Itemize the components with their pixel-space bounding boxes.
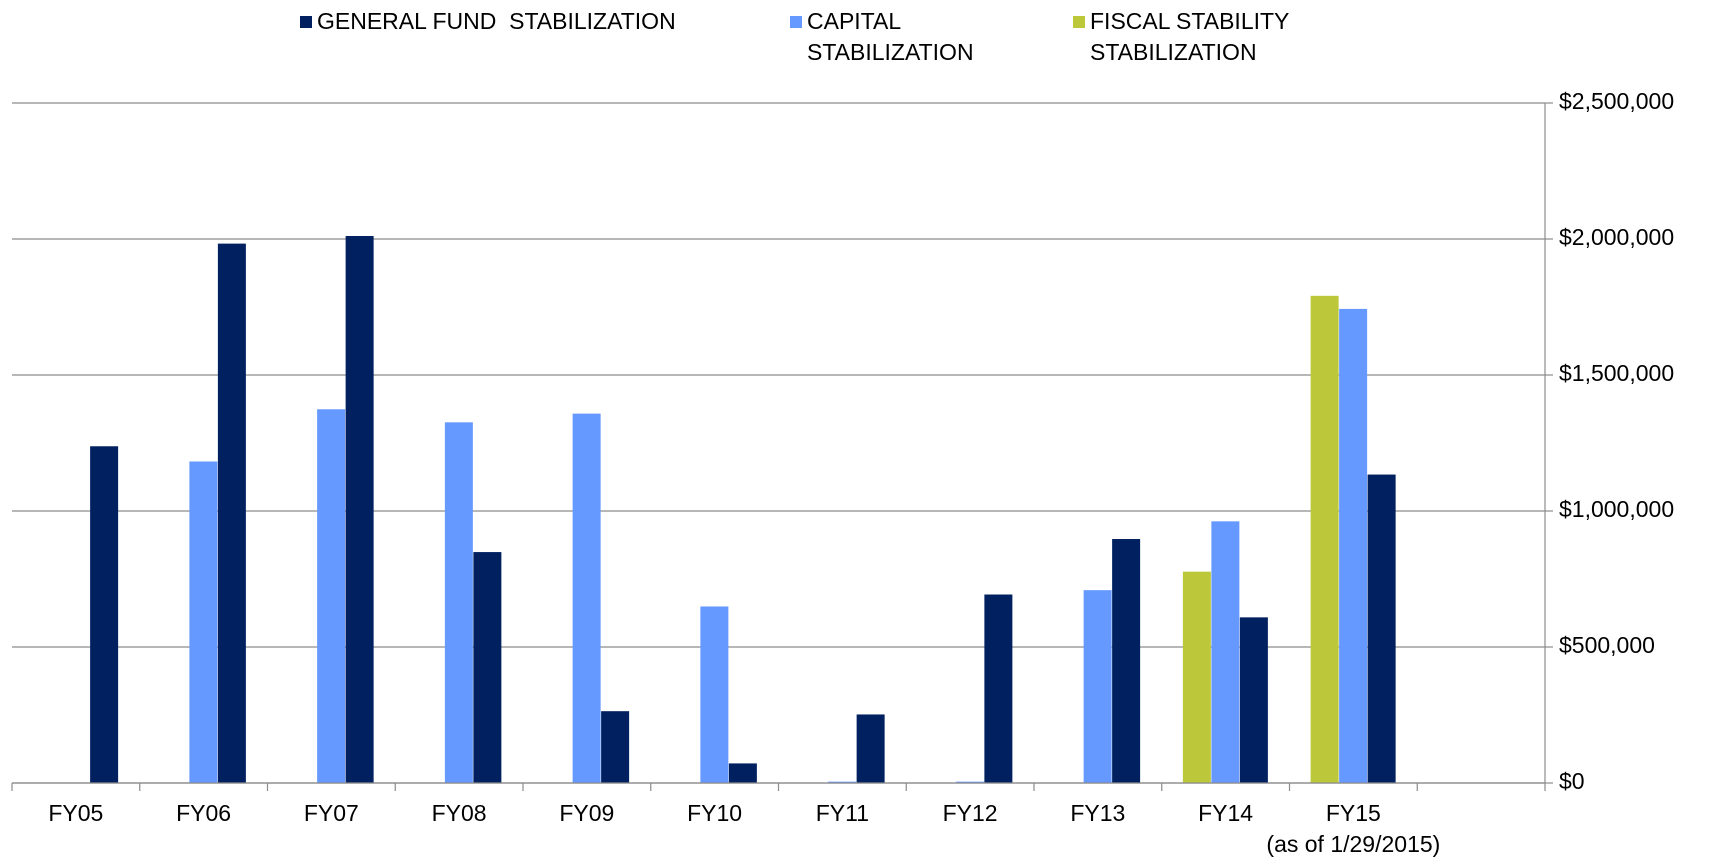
legend-label: FISCAL STABILITY STABILIZATION: [1090, 8, 1289, 65]
y-tick-label: $0: [1559, 768, 1585, 794]
y-tick-label: $1,000,000: [1559, 496, 1674, 522]
bar: [317, 409, 346, 783]
bar: [828, 781, 857, 783]
bar: [345, 236, 374, 783]
x-tick-label: FY11: [816, 800, 869, 826]
legend-label: CAPITAL STABILIZATION: [807, 8, 974, 65]
x-tick-label: FY06: [176, 800, 231, 826]
y-tick-label: $2,500,000: [1559, 88, 1674, 114]
bar: [1182, 571, 1211, 783]
bar: [473, 552, 502, 783]
y-tick-label: $1,500,000: [1559, 360, 1674, 386]
bar: [444, 422, 473, 783]
x-tick-label: FY07: [304, 800, 359, 826]
x-tick-label: FY10: [687, 800, 742, 826]
y-tick-label: $500,000: [1559, 632, 1655, 658]
bar: [700, 606, 729, 783]
bar: [1367, 474, 1396, 783]
bar: [90, 446, 119, 783]
y-tick-label: $2,000,000: [1559, 224, 1674, 250]
legend-swatch: [790, 16, 802, 28]
bar: [1239, 617, 1268, 783]
x-tick-label: FY15: [1326, 800, 1381, 826]
bar: [189, 461, 218, 783]
annotation: (as of 1/29/2015): [1266, 831, 1440, 857]
legend-label: GENERAL FUND STABILIZATION: [317, 8, 676, 34]
legend-swatch: [300, 16, 312, 28]
bar: [856, 714, 885, 783]
x-tick-label: FY13: [1070, 800, 1125, 826]
bar: [1211, 521, 1240, 783]
bar: [572, 413, 601, 783]
legend-item: FISCAL STABILITY STABILIZATION: [1073, 6, 1453, 68]
legend-swatch: [1073, 16, 1085, 28]
bar: [1112, 539, 1141, 783]
bar: [1083, 590, 1112, 783]
x-tick-label: FY05: [48, 800, 103, 826]
bar: [217, 243, 246, 783]
x-tick-label: FY08: [432, 800, 487, 826]
legend-item: GENERAL FUND STABILIZATION: [300, 6, 760, 37]
bar: [1339, 308, 1368, 783]
bar: [601, 711, 630, 783]
legend-item: CAPITAL STABILIZATION: [790, 6, 1010, 68]
x-tick-label: FY12: [943, 800, 998, 826]
bar: [955, 781, 984, 783]
bar: [984, 594, 1013, 783]
x-tick-label: FY09: [559, 800, 614, 826]
bar: [728, 763, 757, 783]
bar: [1310, 295, 1339, 783]
x-tick-label: FY14: [1198, 800, 1253, 826]
